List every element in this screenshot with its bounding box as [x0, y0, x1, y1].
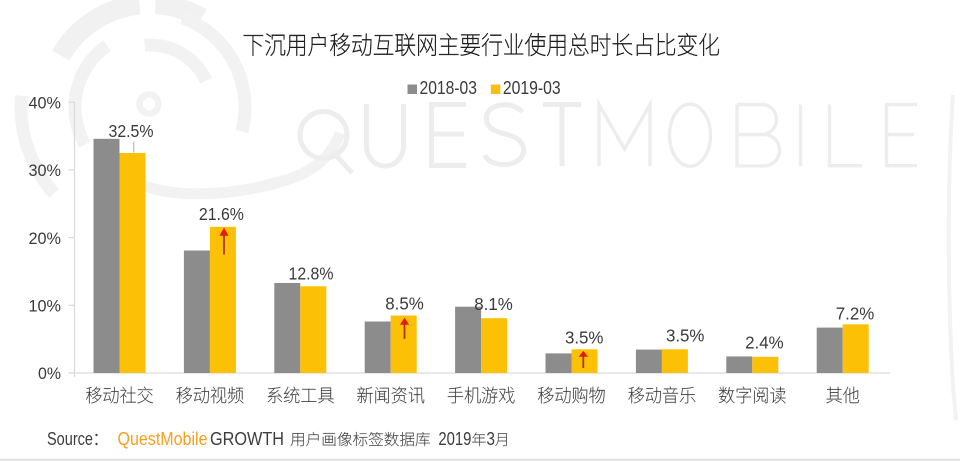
svg-text:21.6%: 21.6%	[199, 204, 244, 224]
svg-text:2019: 2019	[438, 429, 471, 449]
svg-text:40%: 40%	[29, 93, 62, 112]
svg-text:2019-03: 2019-03	[503, 78, 561, 98]
svg-text:8.5%: 8.5%	[385, 293, 424, 313]
svg-text:3.5%: 3.5%	[666, 325, 705, 345]
svg-text:32.5%: 32.5%	[109, 121, 154, 141]
svg-text:3: 3	[486, 429, 495, 449]
svg-text:Source: Source	[47, 429, 93, 449]
svg-text:2018-03: 2018-03	[420, 78, 477, 98]
svg-text:8.1%: 8.1%	[474, 294, 513, 314]
svg-text:20%: 20%	[29, 229, 62, 248]
svg-text:0%: 0%	[38, 364, 61, 383]
svg-text:30%: 30%	[29, 161, 62, 180]
svg-text:10%: 10%	[29, 297, 62, 316]
svg-text:QuestMobile: QuestMobile	[118, 429, 208, 449]
svg-text:12.8%: 12.8%	[289, 263, 334, 283]
svg-text:GROWTH: GROWTH	[210, 429, 284, 449]
svg-text:2.4%: 2.4%	[745, 333, 784, 353]
svg-text:7.2%: 7.2%	[836, 304, 875, 324]
svg-text:3.5%: 3.5%	[565, 327, 604, 347]
